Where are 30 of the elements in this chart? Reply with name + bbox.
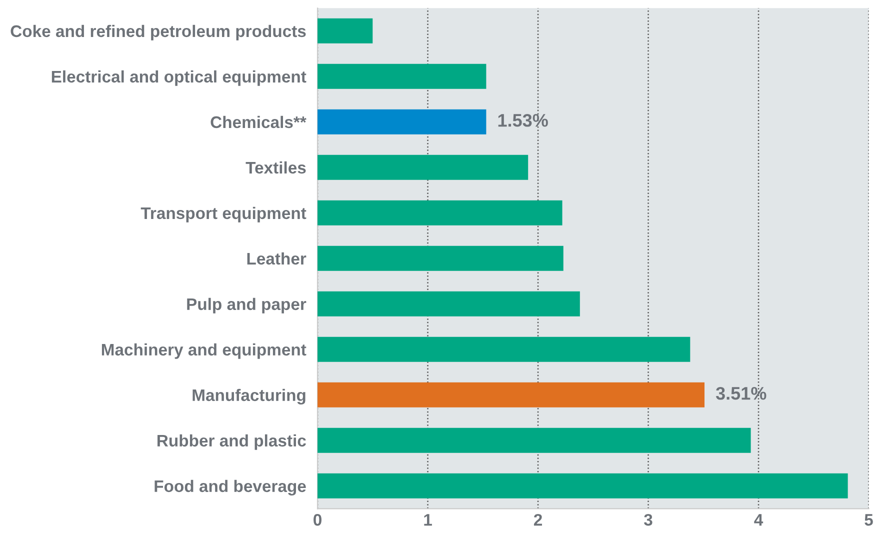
bar (318, 200, 562, 226)
bar (318, 382, 704, 408)
data-label: 3.51% (716, 386, 766, 400)
x-tick-label: 3 (644, 514, 652, 526)
x-tick-label: 2 (534, 514, 542, 526)
x-tick-label: 5 (864, 514, 873, 526)
y-tick-label: Machinery and equipment (102, 343, 306, 359)
y-tick-label: Pulp and paper (187, 298, 306, 314)
bar (318, 291, 580, 316)
x-tick-label: 4 (754, 514, 764, 526)
y-tick-label: Chemicals** (210, 116, 306, 128)
bar (318, 154, 528, 180)
y-tick-label: Coke and refined petroleum products (10, 24, 306, 40)
bar (318, 18, 373, 44)
x-tick-label: 0 (314, 514, 322, 526)
data-label: 1.53% (498, 114, 548, 127)
x-tick-label: 1 (424, 514, 432, 526)
bar (318, 246, 564, 271)
bar (318, 64, 486, 89)
bar (318, 336, 690, 362)
bar (318, 109, 486, 134)
y-tick-label: Leather (247, 252, 306, 265)
y-tick-label: Food and beverage (154, 480, 306, 496)
y-tick-label: Textiles (246, 161, 306, 174)
y-tick-label: Electrical and optical equipment (52, 70, 306, 86)
bar (318, 473, 848, 498)
y-tick-label: Transport equipment (140, 206, 306, 222)
y-tick-label: Manufacturing (192, 388, 306, 404)
bar (318, 428, 751, 453)
y-tick-label: Rubber and plastic (158, 434, 306, 450)
